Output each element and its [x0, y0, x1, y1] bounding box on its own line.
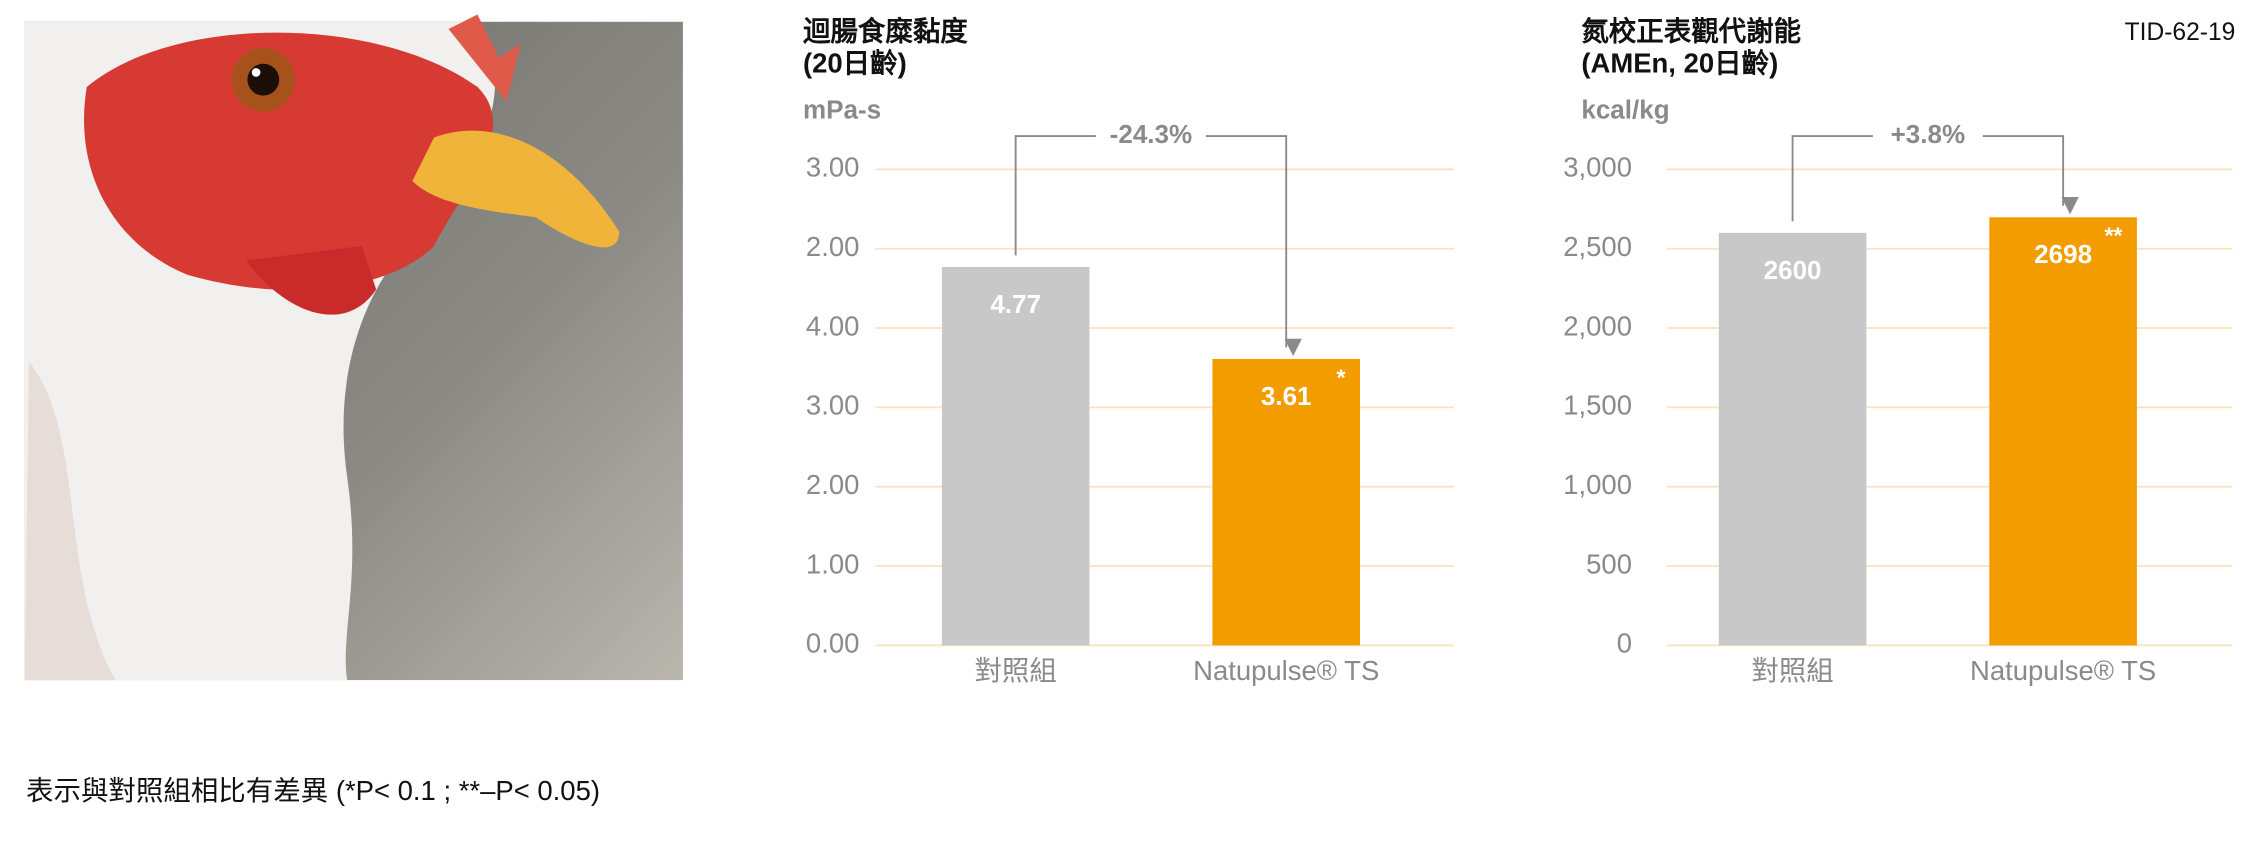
- y-tick-label: 500: [1586, 548, 1632, 579]
- y-tick-label: 1,500: [1563, 390, 1632, 421]
- y-tick-label: 4.00: [806, 310, 859, 341]
- chart-title: 迴腸食糜黏度: [803, 16, 968, 47]
- footnote: 表示與對照組相比有差異 (*P< 0.1 ; **–P< 0.05): [26, 775, 600, 806]
- y-tick-label: 2.00: [806, 231, 859, 262]
- y-tick-label: 2,000: [1563, 310, 1632, 341]
- x-tick-label: Natupulse® TS: [1970, 655, 2156, 686]
- y-tick-label: 3,000: [1563, 152, 1632, 183]
- y-tick-label: 1.00: [806, 548, 859, 579]
- significance-marker: *: [1337, 364, 1346, 390]
- chart-title: 氮校正表觀代謝能: [1581, 16, 1801, 47]
- y-tick-label: 0: [1617, 628, 1632, 659]
- y-tick-label: 3.00: [806, 390, 859, 421]
- change-label: +3.8%: [1891, 119, 1966, 149]
- bar: [1989, 217, 2137, 646]
- change-label-bg: [1872, 120, 1983, 153]
- bar-value-label: 2600: [1764, 255, 1822, 285]
- y-unit: kcal/kg: [1581, 94, 1669, 124]
- bar-value-label: 2698: [2034, 239, 2092, 269]
- x-tick-label: Natupulse® TS: [1193, 655, 1379, 686]
- change-label: -24.3%: [1110, 119, 1192, 149]
- tid-label: TID-62-19: [2125, 19, 2236, 46]
- chart-title: (20日齡): [803, 47, 907, 78]
- significance-marker: **: [2104, 223, 2122, 249]
- change-label-bg: [1095, 120, 1206, 153]
- x-tick-label: 對照組: [974, 655, 1056, 686]
- bar-value-label: 4.77: [990, 289, 1041, 319]
- y-tick-label: 3.00: [806, 152, 859, 183]
- y-tick-label: 0.00: [806, 628, 859, 659]
- y-unit: mPa-s: [803, 94, 881, 124]
- bar: [1212, 358, 1360, 646]
- y-tick-label: 1,000: [1563, 469, 1632, 500]
- chicken-photo: [24, 14, 683, 681]
- bar: [941, 266, 1090, 646]
- y-tick-label: 2,500: [1563, 231, 1632, 262]
- bar-value-label: 3.61: [1261, 381, 1312, 411]
- bar: [1718, 232, 1867, 646]
- x-tick-label: 對照組: [1751, 655, 1833, 686]
- chart-title: (AMEn, 20日齡): [1581, 47, 1778, 78]
- y-tick-label: 2.00: [806, 469, 859, 500]
